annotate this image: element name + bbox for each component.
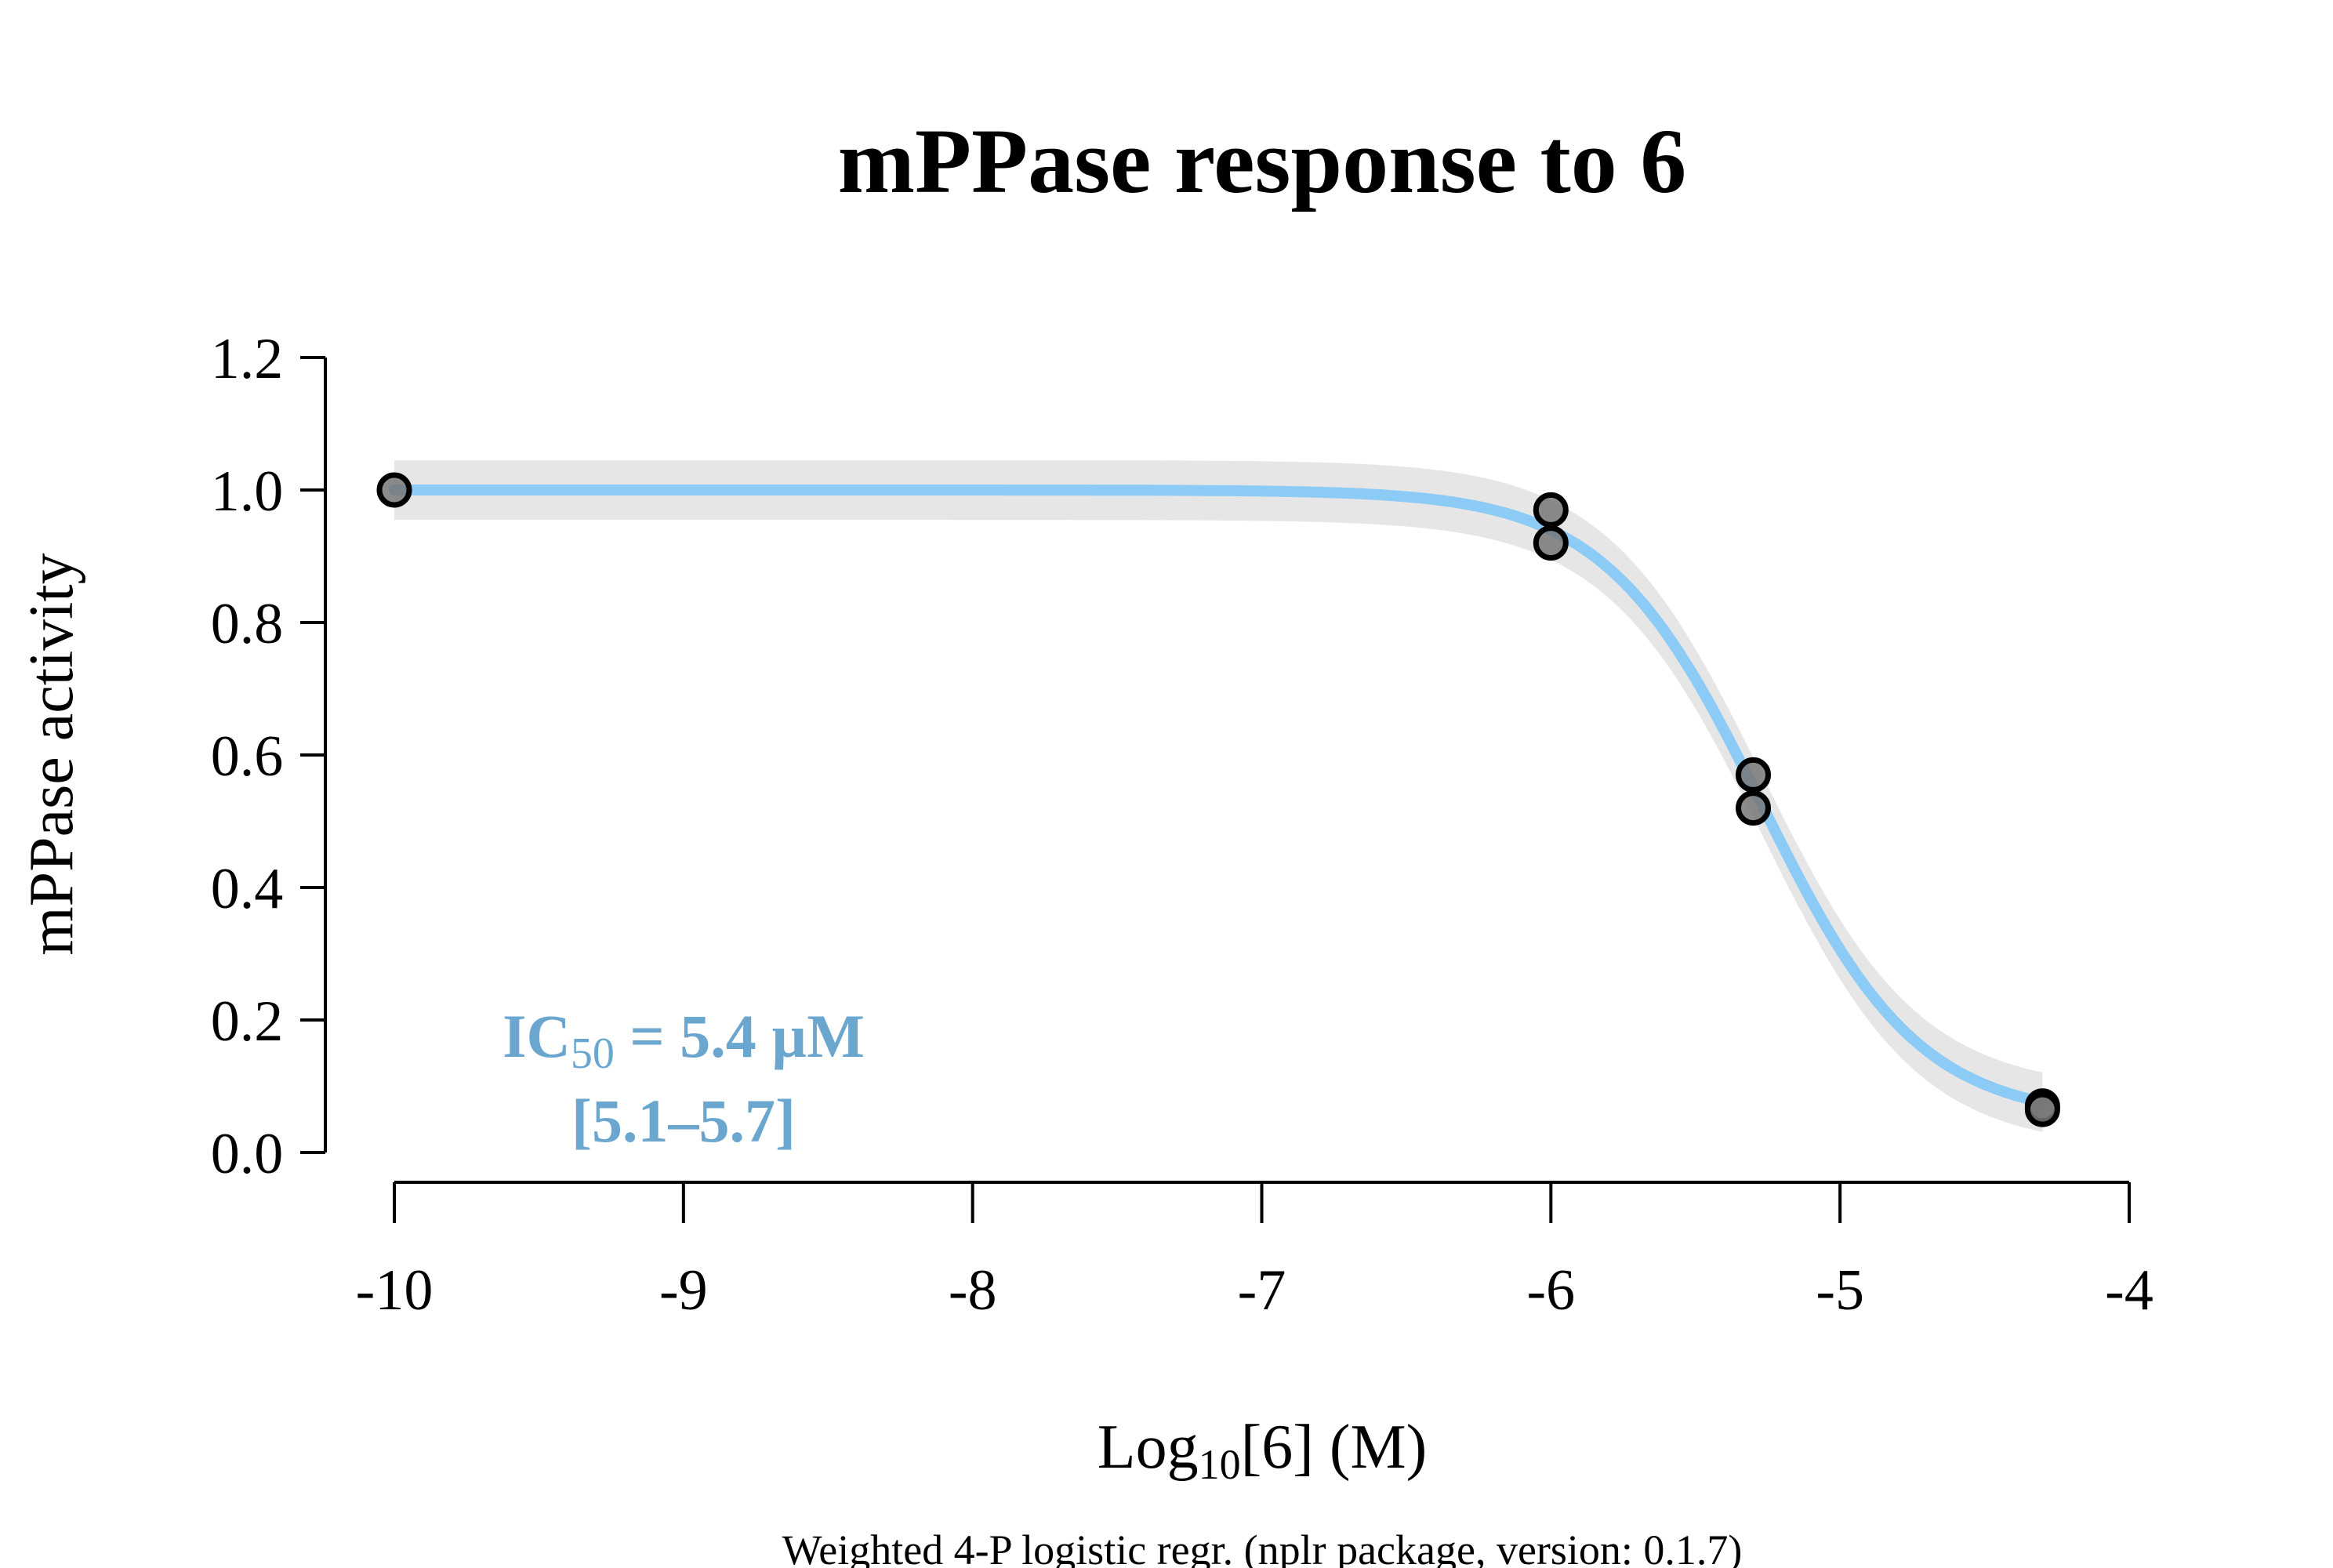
x-axis-label-rest: [6] (M): [1241, 1413, 1428, 1482]
data-point: [376, 472, 412, 508]
x-tick-label: -4: [2105, 1258, 2153, 1323]
ic50-confidence-interval: [5.1–5.7]: [571, 1087, 796, 1155]
ic50-subscript: 50: [571, 1029, 615, 1078]
data-point: [2024, 1091, 2060, 1127]
y-tick-label: 0.4: [211, 857, 284, 921]
y-axis: 0.0 0.2 0.4 0.6 0.8 1.0 1.2: [211, 327, 327, 1186]
ic50-value: = 5.4 µM: [615, 1002, 865, 1070]
x-tick-label: -10: [356, 1258, 434, 1323]
y-tick-label: 1.2: [211, 327, 284, 391]
chart-title: mPPase response to 6: [838, 110, 1687, 212]
ic50-label: IC: [503, 1002, 571, 1070]
x-tick-label: -8: [949, 1258, 997, 1323]
x-axis-label: Log10[6] (M): [1098, 1413, 1428, 1488]
y-axis-label: mPPase activity: [17, 553, 86, 955]
y-tick-label: 0.6: [211, 724, 284, 789]
chart-caption: Weighted 4-P logistic regr. (nplr packag…: [782, 1526, 1743, 1568]
x-axis: -10 -9 -8 -7 -6 -5 -4: [356, 1181, 2153, 1323]
x-tick-label: -7: [1238, 1258, 1286, 1323]
data-points: [376, 472, 2060, 1127]
y-tick-label: 0.2: [211, 989, 284, 1054]
x-axis-label-main: Log: [1098, 1413, 1199, 1482]
data-point: [1736, 757, 1771, 793]
x-tick-label: -6: [1527, 1258, 1576, 1323]
data-point: [1533, 525, 1569, 561]
data-point: [1533, 492, 1569, 528]
x-tick-label: -5: [1816, 1258, 1864, 1323]
y-tick-label: 0.0: [211, 1122, 284, 1186]
data-point: [1736, 790, 1771, 826]
ic50-annotation: IC50 = 5.4 µM: [503, 1002, 865, 1078]
x-axis-label-subscript: 10: [1199, 1441, 1241, 1488]
y-tick-label: 0.8: [211, 592, 284, 656]
x-tick-label: -9: [659, 1258, 708, 1323]
y-tick-label: 1.0: [211, 459, 284, 524]
